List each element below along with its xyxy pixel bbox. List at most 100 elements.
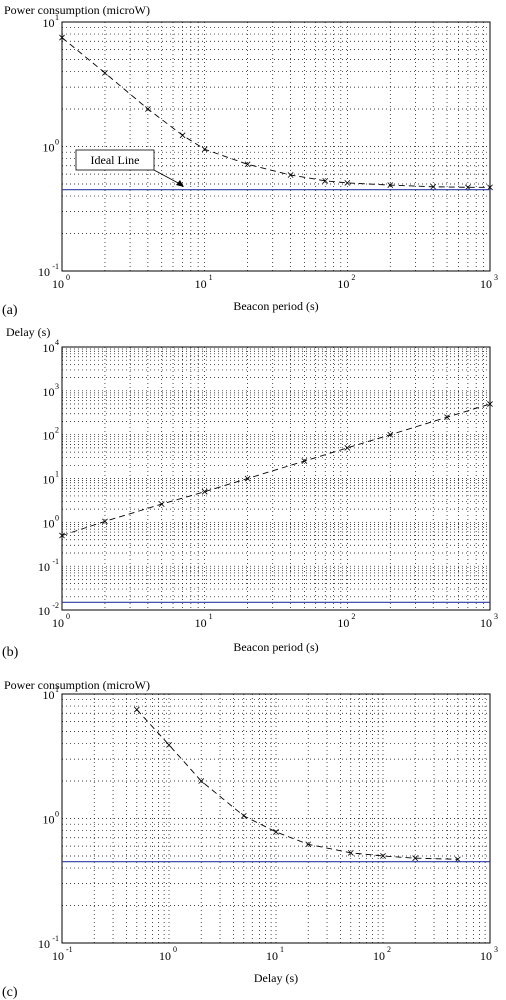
data-point-c [412, 855, 419, 862]
data-point-a [344, 180, 351, 186]
data-point-a [145, 106, 151, 112]
y-tick-exponent-a: -1 [52, 262, 59, 271]
y-tick-exponent-c: 0 [55, 810, 59, 819]
data-point-b [59, 532, 65, 539]
data-point-a [487, 184, 493, 191]
annotation-arrowhead [176, 180, 184, 187]
y-tick-label-b: 10 [43, 473, 55, 487]
data-point-a [322, 177, 329, 184]
data-point-b [201, 488, 208, 495]
data-point-a [201, 146, 208, 153]
y-tick-label-a: 10 [43, 16, 55, 30]
y-tick-exponent-c: -1 [52, 934, 59, 943]
data-point-a [59, 34, 65, 41]
data-point-c [240, 812, 247, 819]
ideal-line-callout: Ideal Line [75, 149, 184, 187]
plot-frame-b [61, 346, 491, 611]
x-tick-exponent-c: 2 [387, 945, 391, 954]
data-point-a [387, 182, 394, 188]
y-tick-exponent-c: 1 [55, 685, 59, 694]
y-tick-label-b: 10 [38, 604, 50, 618]
y-tick-label-a: 10 [38, 265, 50, 279]
series-a [59, 34, 493, 191]
data-point-b [301, 458, 308, 464]
data-point-a [287, 172, 294, 178]
data-point-b [387, 431, 394, 438]
data-point-a [102, 70, 108, 76]
data-point-c [454, 856, 461, 863]
series-c [62, 706, 490, 863]
y-tick-label-b: 10 [43, 429, 55, 443]
data-point-c [305, 841, 312, 848]
x-tick-label-a: 10 [195, 277, 207, 291]
grid-b [62, 347, 490, 610]
series-line-c [136, 709, 458, 860]
y-axis-label-b: Delay (s) [6, 325, 50, 339]
panel-label-b: (b) [2, 645, 19, 660]
y-tick-exponent-b: 0 [55, 513, 59, 522]
plot-frame-c [61, 693, 491, 944]
x-tick-label-b: 10 [52, 616, 64, 630]
x-tick-exponent-b: 3 [494, 612, 498, 621]
x-tick-exponent-a: 0 [66, 273, 70, 282]
x-tick-label-b: 10 [480, 616, 492, 630]
y-tick-label-a: 10 [43, 141, 55, 155]
x-tick-label-a: 10 [52, 277, 64, 291]
panel-label-c: (c) [2, 985, 18, 1000]
series-b [59, 401, 493, 603]
data-point-c [166, 742, 172, 748]
x-axis-label-a: Beacon period (s) [233, 299, 318, 313]
x-tick-exponent-b: 2 [351, 612, 355, 621]
series-line-b [61, 403, 491, 536]
y-tick-exponent-b: -2 [52, 601, 59, 610]
x-tick-exponent-b: 0 [66, 612, 70, 621]
annotation-arrow [153, 169, 181, 185]
y-axis-label-c: Power consumption (microW) [4, 678, 150, 692]
y-tick-exponent-b: 2 [55, 426, 59, 435]
x-tick-exponent-c: 3 [494, 945, 498, 954]
x-tick-label-a: 10 [337, 277, 349, 291]
y-tick-exponent-b: 4 [55, 338, 59, 347]
x-axis-label-c: Delay (s) [254, 971, 298, 985]
y-tick-label-c: 10 [43, 688, 55, 702]
x-tick-exponent-a: 2 [351, 273, 355, 282]
x-tick-label-c: 10 [373, 949, 385, 963]
data-point-c [380, 853, 386, 859]
panel-label-a: (a) [2, 303, 18, 318]
x-tick-exponent-a: 3 [494, 273, 498, 282]
y-tick-exponent-a: 1 [55, 13, 59, 22]
data-point-a [430, 183, 437, 190]
data-point-b [344, 444, 351, 451]
x-tick-exponent-c: 1 [280, 945, 284, 954]
x-tick-exponent-a: 1 [209, 273, 213, 282]
x-tick-label-a: 10 [480, 277, 492, 291]
x-tick-label-c: 10 [52, 949, 64, 963]
y-axis-label-a: Power consumption (microW) [4, 3, 150, 17]
data-point-a [179, 132, 186, 139]
grid-c [62, 694, 490, 943]
annotation-box [75, 149, 155, 171]
y-tick-exponent-b: 3 [55, 382, 59, 391]
data-point-b [102, 518, 108, 525]
y-tick-label-b: 10 [43, 516, 55, 530]
x-tick-label-c: 10 [480, 949, 492, 963]
y-tick-exponent-b: 1 [55, 470, 59, 479]
grid-a [62, 22, 490, 271]
plot-frame-a [61, 21, 491, 272]
y-tick-label-b: 10 [43, 385, 55, 399]
x-tick-label-c: 10 [266, 949, 278, 963]
x-tick-exponent-b: 1 [209, 612, 213, 621]
x-tick-exponent-c: 0 [173, 945, 177, 954]
y-tick-label-c: 10 [38, 937, 50, 951]
x-tick-exponent-c: -1 [66, 945, 73, 954]
x-tick-label-b: 10 [195, 616, 207, 630]
y-tick-exponent-a: 0 [55, 138, 59, 147]
x-axis-label-b: Beacon period (s) [233, 640, 318, 654]
y-tick-label-c: 10 [43, 813, 55, 827]
